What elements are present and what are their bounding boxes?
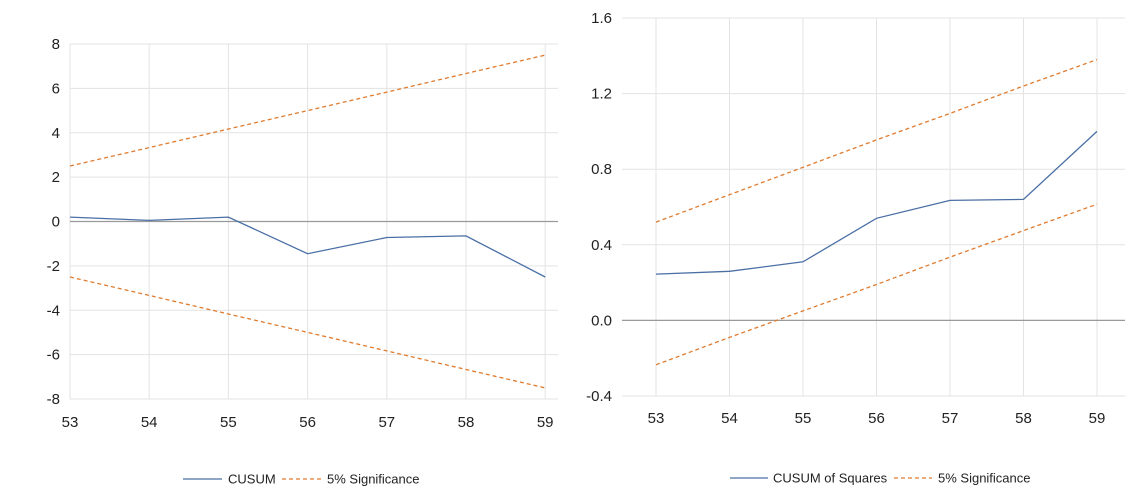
y-tick-label: 2	[52, 169, 60, 186]
legend-label: CUSUM	[228, 472, 276, 487]
cusum-squares-x-ticks: 53 54 55 56 57 58 59	[648, 410, 1106, 427]
legend-label: 5% Significance	[938, 471, 1031, 486]
y-tick-label: -4	[47, 302, 60, 319]
y-tick-label: 0.0	[591, 312, 612, 329]
x-tick-label: 53	[62, 414, 79, 431]
lower-significance-band-line	[655, 203, 1098, 366]
y-tick-label: 1.6	[591, 10, 612, 27]
legend-label: CUSUM of Squares	[773, 471, 888, 486]
y-tick-label: -2	[47, 258, 60, 275]
cusum-squares-legend: CUSUM of Squares 5% Significance	[730, 471, 1031, 486]
y-tick-label: 0.8	[591, 161, 612, 178]
x-tick-label: 55	[795, 410, 812, 427]
cusum-chart: 8 6 4 2 0 -2 -4 -6 -8 53 54 55 56 57 58 59 CUSUM 5% Sig…	[47, 36, 558, 487]
y-tick-label: 6	[52, 80, 60, 97]
x-tick-label: 57	[378, 414, 395, 431]
y-tick-label: 0.4	[591, 237, 612, 254]
y-tick-label: 4	[52, 125, 60, 142]
5-significance-line	[69, 54, 546, 167]
x-tick-label: 59	[1089, 410, 1106, 427]
cusum-y-ticks: 8 6 4 2 0 -2 -4 -6 -8	[47, 36, 60, 408]
lower-significance-band-line	[69, 276, 546, 389]
cusum-x-ticks: 53 54 55 56 57 58 59	[62, 414, 554, 431]
x-tick-label: 56	[299, 414, 316, 431]
y-tick-label: 0	[52, 214, 60, 231]
y-tick-label: -8	[47, 391, 60, 408]
cusum-legend: CUSUM 5% Significance	[183, 472, 420, 487]
y-tick-label: 8	[52, 36, 60, 53]
x-tick-label: 58	[458, 414, 475, 431]
cusum-squares-chart: 1.6 1.2 0.8 0.4 0.0 -0.4 53 54 55 56 57 58 59 CUSUM…	[586, 10, 1125, 486]
x-tick-label: 58	[1015, 410, 1032, 427]
y-tick-label: 1.2	[591, 86, 612, 103]
cusum-squares-series	[655, 58, 1098, 366]
cusum-of-squares-line	[655, 130, 1098, 275]
y-tick-label: -6	[47, 347, 60, 364]
x-tick-label: 53	[648, 410, 665, 427]
y-tick-label: -0.4	[586, 388, 612, 405]
x-tick-label: 57	[942, 410, 959, 427]
x-tick-label: 54	[721, 410, 738, 427]
cusum-squares-y-ticks: 1.6 1.2 0.8 0.4 0.0 -0.4	[586, 10, 612, 405]
x-tick-label: 55	[220, 414, 237, 431]
cusum-series	[69, 54, 546, 389]
cusum-line	[69, 216, 546, 278]
x-tick-label: 54	[141, 414, 158, 431]
5-significance-line	[655, 58, 1098, 223]
legend-label: 5% Significance	[327, 472, 420, 487]
x-tick-label: 59	[537, 414, 554, 431]
x-tick-label: 56	[868, 410, 885, 427]
